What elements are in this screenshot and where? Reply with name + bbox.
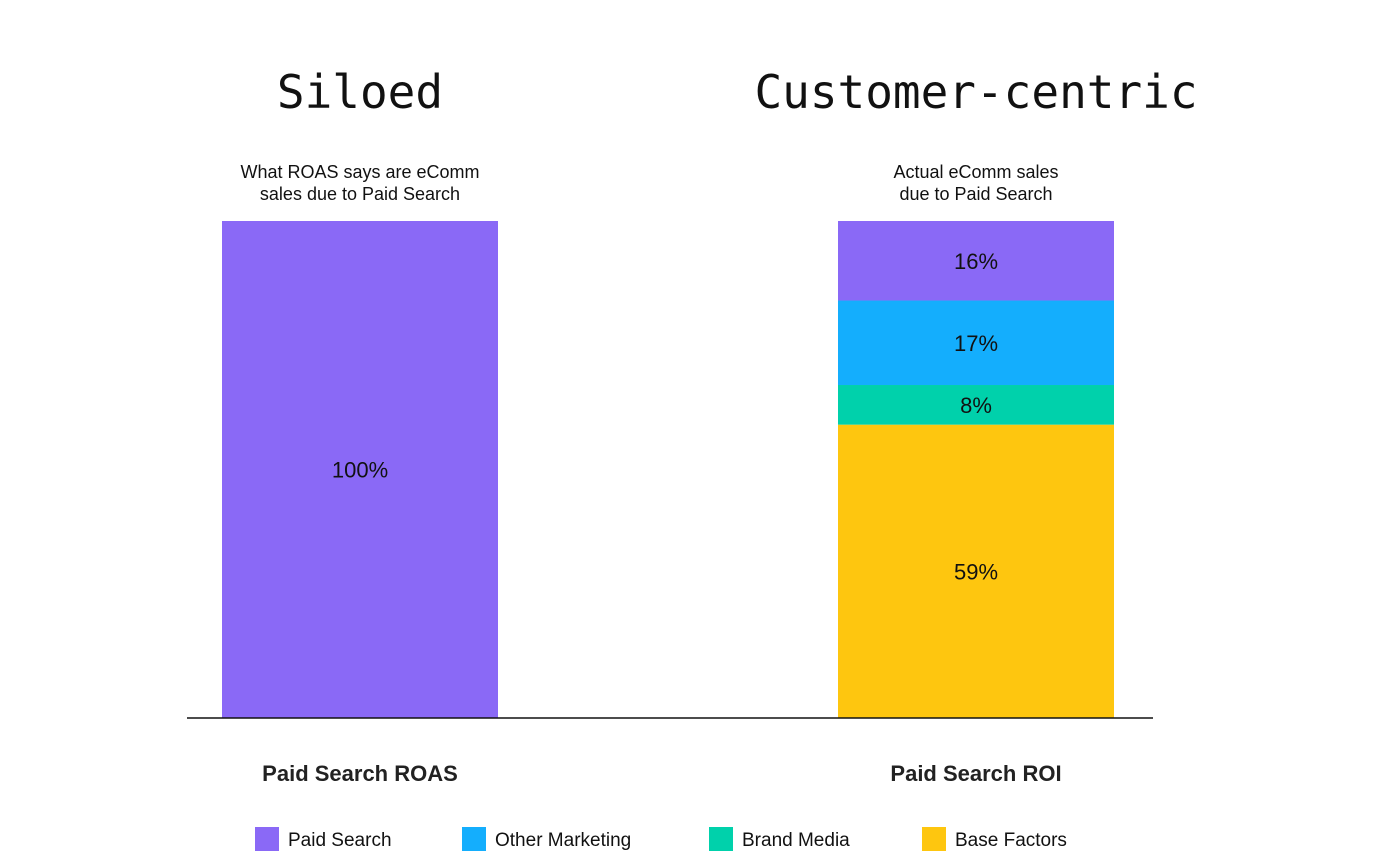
data-label: 100%	[332, 458, 388, 483]
panel-subtitle-line: due to Paid Search	[899, 184, 1052, 204]
bar-segment-paid-search	[838, 221, 1114, 301]
data-label: 59%	[954, 559, 998, 584]
legend-swatch	[462, 827, 486, 851]
legend-label: Other Marketing	[495, 830, 631, 851]
legend-item-base-factors: Base Factors	[922, 827, 1067, 851]
legend-item-paid-search: Paid Search	[255, 827, 392, 851]
bar-segment-brand-media	[838, 385, 1114, 425]
data-label: 16%	[954, 249, 998, 274]
data-label: 8%	[960, 393, 992, 418]
category-label: Paid Search ROAS	[262, 761, 458, 786]
legend-label: Base Factors	[955, 830, 1067, 851]
panel-title: Customer-centric	[754, 65, 1197, 119]
panel-subtitle-line: sales due to Paid Search	[260, 184, 460, 204]
legend: Paid Search Other Marketing Brand Media Bas…	[255, 827, 1067, 851]
panel-title: Siloed	[277, 65, 443, 119]
bar-segment-other-marketing	[838, 300, 1114, 386]
panel-subtitle-line: Actual eComm sales	[893, 162, 1058, 182]
panel-subtitle-line: What ROAS says are eComm	[240, 162, 479, 182]
bar-segment-base-factors	[838, 424, 1114, 718]
legend-swatch	[709, 827, 733, 851]
bar-segment-paid-search	[222, 221, 498, 718]
legend-label: Brand Media	[742, 830, 850, 851]
legend-swatch	[922, 827, 946, 851]
data-label: 17%	[954, 331, 998, 356]
legend-label: Paid Search	[288, 830, 392, 851]
category-label: Paid Search ROI	[890, 761, 1061, 786]
legend-item-brand-media: Brand Media	[709, 827, 850, 851]
legend-swatch	[255, 827, 279, 851]
legend-item-other-marketing: Other Marketing	[462, 827, 631, 851]
